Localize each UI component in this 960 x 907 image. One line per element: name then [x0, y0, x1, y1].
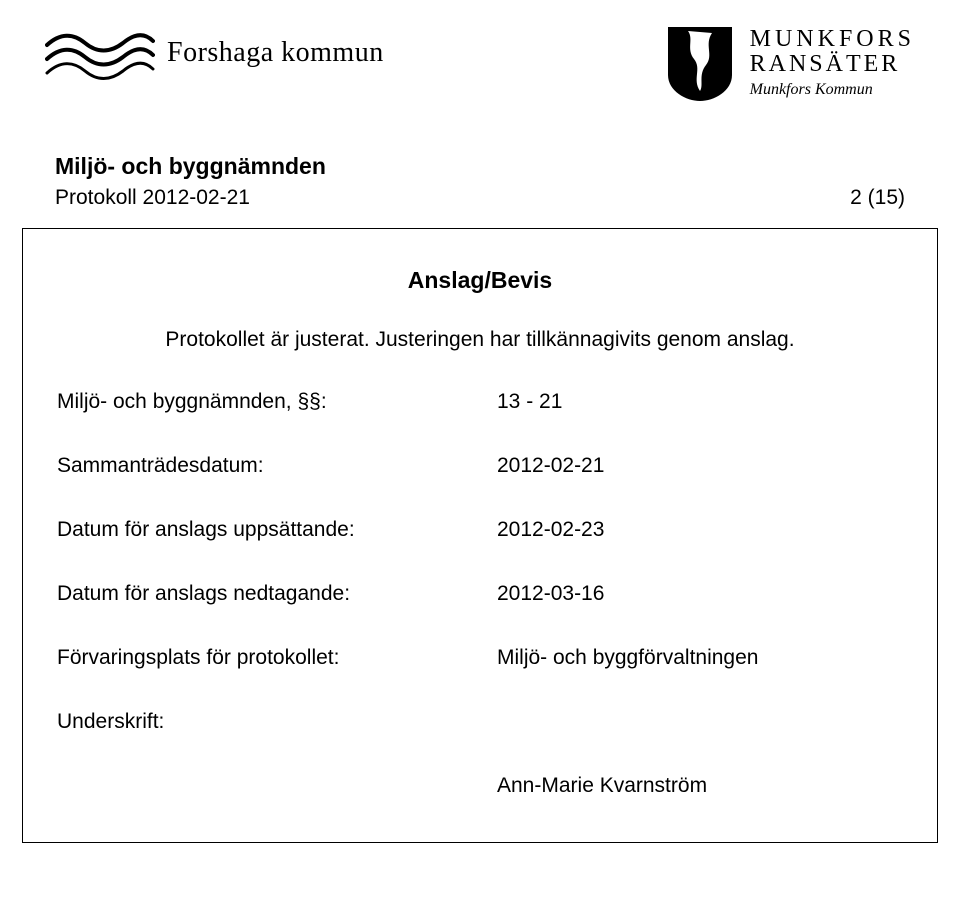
notice-intro: Protokollet är justerat. Justeringen har…: [57, 328, 903, 352]
munkfors-logo: MUNKFORS RANSÄTER Munkfors Kommun: [664, 25, 915, 103]
forshaga-wave-icon: [45, 25, 155, 80]
field-value: [497, 710, 903, 734]
field-label: Förvaringsplats för protokollet:: [57, 646, 497, 670]
field-value: 13 - 21: [497, 390, 903, 414]
field-label: Underskrift:: [57, 710, 497, 734]
munkfors-logo-text: MUNKFORS RANSÄTER Munkfors Kommun: [750, 27, 915, 99]
field-value: Miljö- och byggförvaltningen: [497, 646, 903, 670]
field-row: Förvaringsplats för protokollet: Miljö- …: [57, 646, 903, 670]
field-label: Sammanträdesdatum:: [57, 454, 497, 478]
notice-box: Anslag/Bevis Protokollet är justerat. Ju…: [22, 228, 938, 843]
page-number: 2 (15): [850, 186, 905, 210]
munkfors-line2: RANSÄTER: [750, 52, 915, 77]
document-title-block: Miljö- och byggnämnden Protokoll 2012-02…: [0, 113, 960, 218]
document-title: Miljö- och byggnämnden: [55, 153, 905, 180]
field-label: [57, 774, 497, 798]
field-row: Underskrift:: [57, 710, 903, 734]
munkfors-line3: Munkfors Kommun: [750, 81, 915, 99]
field-label: Datum för anslags nedtagande:: [57, 582, 497, 606]
field-value: 2012-02-23: [497, 518, 903, 542]
notice-heading: Anslag/Bevis: [57, 267, 903, 294]
field-row: Datum för anslags uppsättande: 2012-02-2…: [57, 518, 903, 542]
document-subline: Protokoll 2012-02-21 2 (15): [55, 186, 905, 210]
field-value: 2012-02-21: [497, 454, 903, 478]
field-value: 2012-03-16: [497, 582, 903, 606]
munkfors-line1: MUNKFORS: [750, 27, 915, 52]
munkfors-shield-icon: [664, 25, 736, 103]
protocol-label: Protokoll 2012-02-21: [55, 186, 250, 210]
field-label: Datum för anslags uppsättande:: [57, 518, 497, 542]
forshaga-logo-text: Forshaga kommun: [167, 37, 384, 69]
field-row: Miljö- och byggnämnden, §§: 13 - 21: [57, 390, 903, 414]
page-header: Forshaga kommun MUNKFORS RANSÄTER Munkfo…: [0, 0, 960, 113]
field-row: Ann-Marie Kvarnström: [57, 774, 903, 798]
field-label: Miljö- och byggnämnden, §§:: [57, 390, 497, 414]
forshaga-logo: Forshaga kommun: [45, 25, 384, 80]
field-row: Sammanträdesdatum: 2012-02-21: [57, 454, 903, 478]
signature-name: Ann-Marie Kvarnström: [497, 774, 903, 798]
field-row: Datum för anslags nedtagande: 2012-03-16: [57, 582, 903, 606]
